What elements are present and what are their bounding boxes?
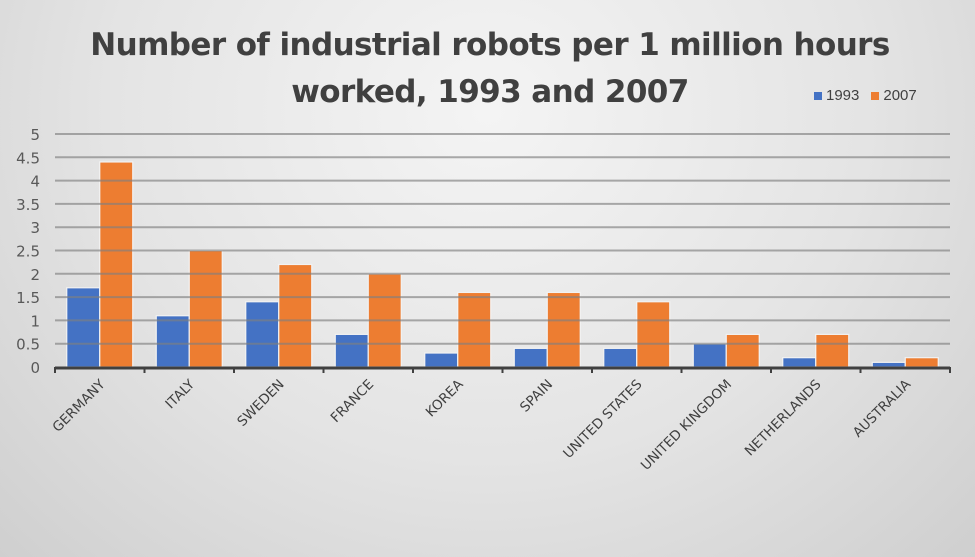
bar-2007-united-states[interactable] — [636, 301, 671, 368]
bar-2007-italy[interactable] — [188, 249, 223, 368]
y-tick-label: 3.5 — [16, 196, 40, 214]
x-category-label: SPAIN — [517, 377, 556, 416]
x-category-label: ITALY — [162, 376, 198, 412]
bar-2007-sweden[interactable] — [278, 263, 313, 368]
y-tick-label: 2 — [30, 266, 40, 284]
bar-1993-germany[interactable] — [66, 287, 101, 368]
y-tick-label: 3 — [30, 219, 40, 237]
y-tick-label: 4 — [30, 173, 40, 191]
y-tick-label: 4.5 — [16, 149, 40, 167]
x-category-label: UNITED KINGDOM — [638, 377, 735, 474]
chart-title-line-2: worked, 1993 and 2007 — [291, 74, 689, 110]
x-category-label: FRANCE — [328, 377, 377, 426]
y-tick-label: 1 — [30, 312, 40, 330]
y-tick-label: 5 — [30, 126, 40, 144]
legend-swatch-1993 — [814, 91, 822, 100]
legend-label-2007: 2007 — [883, 87, 917, 104]
y-tick-label: 0 — [30, 359, 40, 377]
y-tick-label: 2.5 — [16, 243, 40, 261]
x-category-label: KOREA — [423, 376, 467, 420]
bar-2007-spain[interactable] — [546, 291, 581, 368]
chart-title: Number of industrial robots per 1 millio… — [60, 22, 920, 116]
legend: 1993 2007 — [814, 87, 917, 104]
chart-title-line-1: Number of industrial robots per 1 millio… — [90, 27, 890, 63]
x-category-label: NETHERLANDS — [742, 377, 825, 460]
bar-2007-australia[interactable] — [904, 357, 939, 368]
bar-1993-netherlands[interactable] — [782, 357, 817, 368]
bar-1993-france[interactable] — [334, 333, 369, 368]
x-category-label: GERMANY — [49, 376, 109, 436]
legend-swatch-2007 — [871, 91, 880, 100]
x-category-label: UNITED STATES — [560, 377, 645, 462]
bar-2007-netherlands[interactable] — [815, 333, 850, 368]
bar-2007-united-kingdom[interactable] — [725, 333, 760, 368]
bar-1993-australia[interactable] — [871, 361, 906, 368]
bar-1993-united-kingdom[interactable] — [692, 343, 727, 368]
bar-1993-sweden[interactable] — [245, 301, 280, 368]
y-tick-label: 0.5 — [16, 336, 40, 354]
bar-2007-germany[interactable] — [99, 161, 134, 368]
bar-series-group — [66, 161, 939, 368]
legend-item-2007[interactable]: 2007 — [871, 87, 917, 104]
bar-1993-spain[interactable] — [513, 347, 548, 368]
x-category-label: AUSTRALIA — [850, 376, 915, 441]
legend-item-1993[interactable]: 1993 — [814, 87, 859, 104]
bar-2007-korea[interactable] — [457, 291, 492, 368]
x-category-label: SWEDEN — [234, 377, 287, 430]
y-tick-label: 1.5 — [16, 289, 40, 307]
bar-1993-korea[interactable] — [424, 352, 459, 368]
y-axis: 0 0.5 1 1.5 2 2.5 3 3.5 4 4.5 5 — [16, 126, 40, 377]
legend-label-1993: 1993 — [826, 87, 860, 104]
bar-1993-united-states[interactable] — [603, 347, 638, 368]
bar-1993-italy[interactable] — [155, 315, 190, 368]
gridlines — [55, 133, 950, 345]
x-axis: GERMANY ITALY SWEDEN FRANCE KOREA SPAIN UNITED… — [49, 366, 951, 474]
